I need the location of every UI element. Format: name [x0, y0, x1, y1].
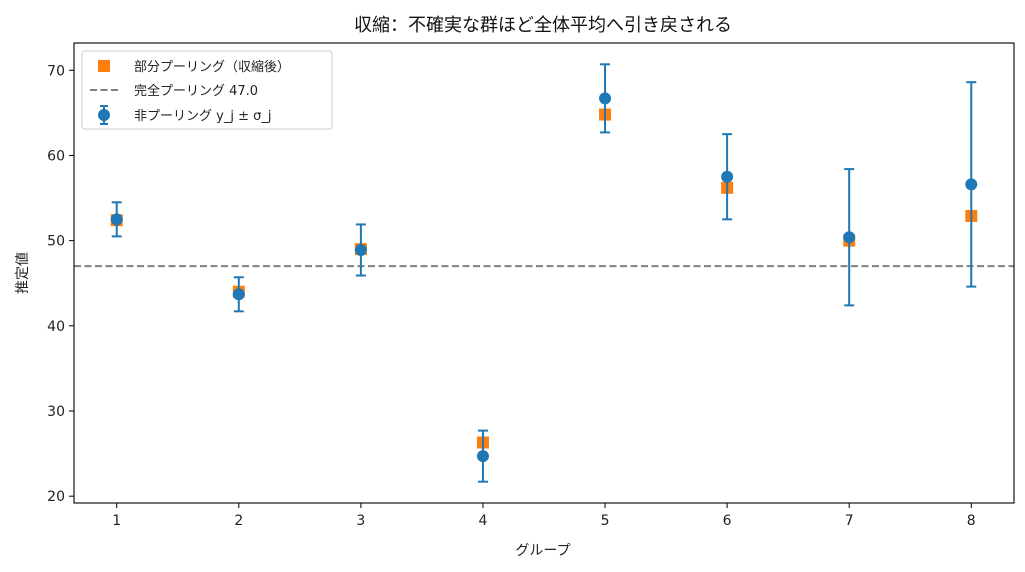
no-pooling-errorbar — [721, 133, 734, 221]
no-pooling-errorbar — [354, 223, 367, 277]
no-pooling-errorbar — [232, 276, 245, 313]
no-pooling-errorbar — [476, 429, 489, 483]
y-tick-label: 30 — [47, 404, 65, 420]
plot-area — [74, 63, 1014, 483]
y-tick-label: 70 — [47, 63, 65, 79]
no-pooling-point — [721, 170, 734, 183]
chart-title: 収縮：不確実な群ほど全体平均へ引き戻される — [354, 15, 732, 36]
x-tick-label: 2 — [234, 513, 243, 529]
x-tick-label: 5 — [601, 513, 610, 529]
no-pooling-point — [476, 450, 489, 463]
legend-marker-no-pooling — [98, 109, 110, 121]
legend-label-partial-pooling: 部分プーリング（収縮後） — [134, 59, 290, 75]
x-tick-label: 7 — [845, 513, 854, 529]
no-pooling-point — [354, 244, 367, 256]
y-tick-label: 40 — [47, 319, 65, 335]
x-tick-label: 1 — [112, 513, 121, 529]
x-tick-label: 8 — [967, 513, 976, 529]
no-pooling-errorbar — [843, 168, 856, 307]
no-pooling-point — [843, 231, 856, 244]
axes-frame — [73, 42, 1015, 504]
y-axis-label: 推定値 — [15, 252, 31, 294]
legend-box — [81, 50, 333, 130]
no-pooling-errorbar — [110, 201, 123, 238]
no-pooling-point — [965, 178, 978, 191]
y-tick-label: 60 — [47, 148, 65, 164]
x-tick-label: 4 — [479, 513, 488, 529]
no-pooling-point — [599, 92, 612, 105]
no-pooling-point — [110, 213, 123, 226]
axes: 1 2 3 4 5 6 7 8 20 30 40 50 60 70 — [47, 42, 1015, 529]
legend-label-pooled-mean: 完全プーリング 47.0 — [134, 83, 258, 99]
legend-marker-partial-pooling — [98, 60, 110, 72]
no-pooling-errorbar — [599, 63, 612, 134]
no-pooling-point — [232, 288, 245, 301]
x-axis-label: グループ — [515, 543, 570, 559]
no-pooling-errorbar — [965, 81, 978, 288]
x-tick-label: 3 — [356, 513, 365, 529]
legend-label-no-pooling: 非プーリング y_j ± σ_j — [134, 109, 271, 124]
x-tick-label: 6 — [723, 513, 732, 529]
y-tick-label: 20 — [47, 489, 65, 505]
legend: 部分プーリング（収縮後） 完全プーリング 47.0 非プーリング y_j ± σ_j — [81, 50, 333, 130]
y-tick-label: 50 — [47, 234, 65, 250]
